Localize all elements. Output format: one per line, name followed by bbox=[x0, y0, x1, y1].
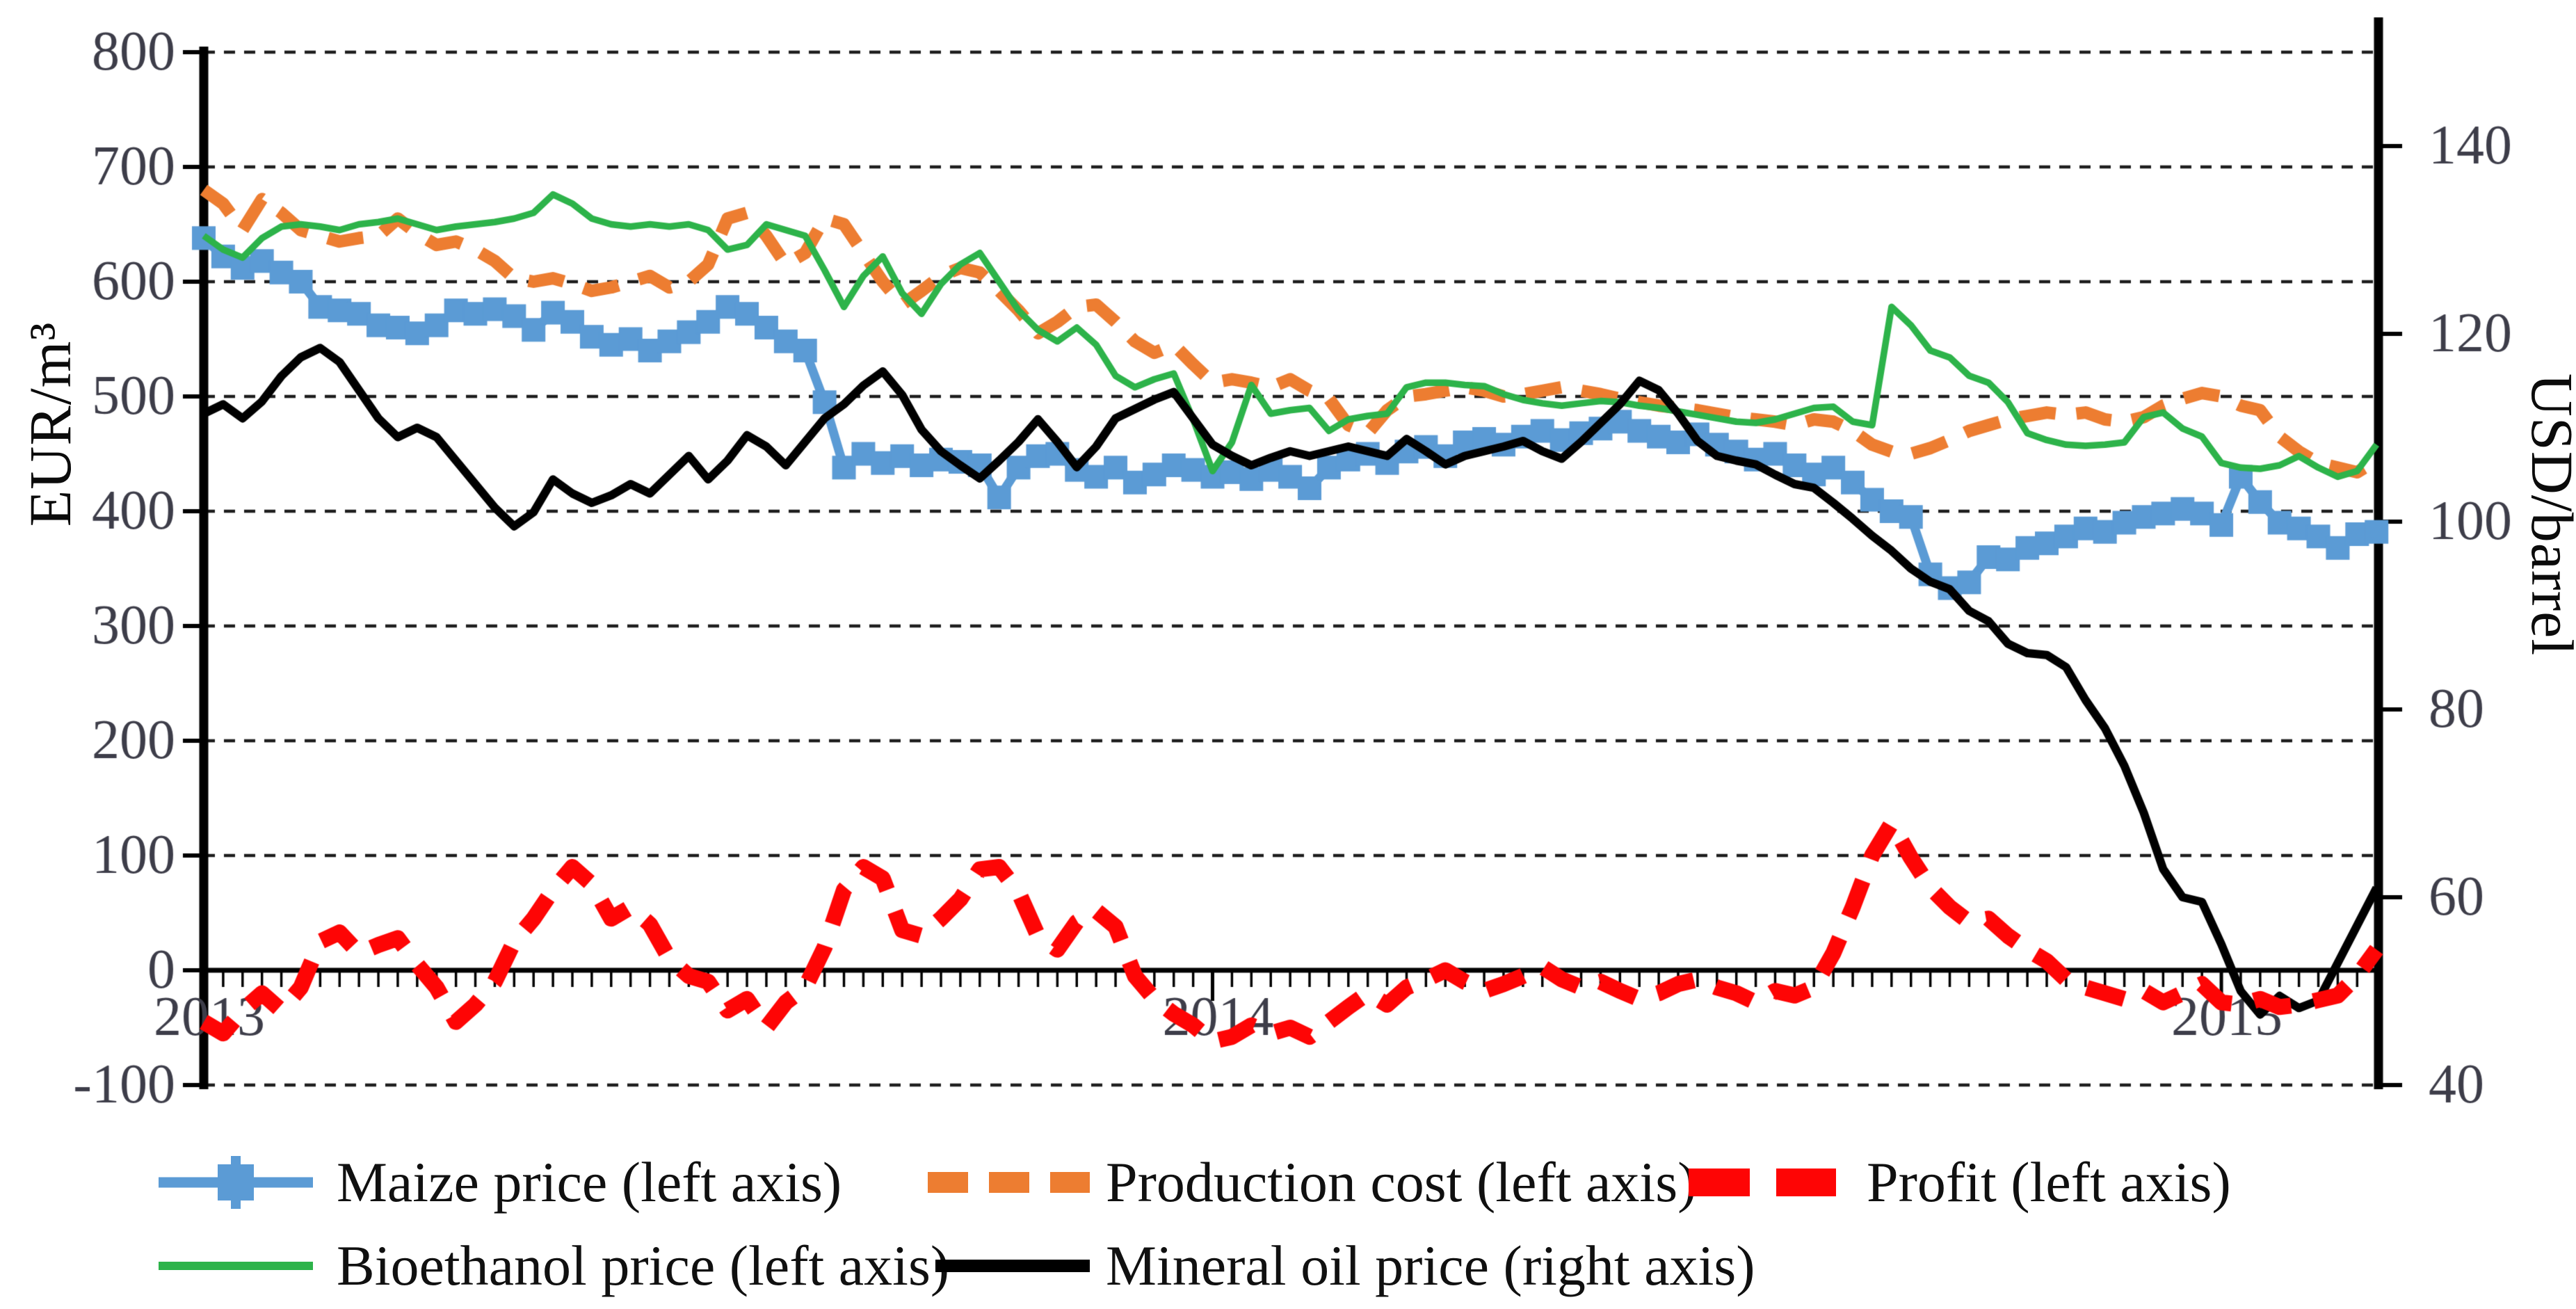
profit-dash-icon bbox=[1689, 1169, 1836, 1196]
legend-item-maize: Maize price (left axis) bbox=[337, 1150, 842, 1214]
legend-item-production-cost: Production cost (left axis) bbox=[1106, 1150, 1696, 1214]
profit-legend-swatch bbox=[1689, 1150, 1836, 1214]
legend-item-mineral-oil: Mineral oil price (right axis) bbox=[1106, 1234, 1755, 1298]
maize-legend-label: Maize price (left axis) bbox=[337, 1150, 842, 1214]
legend-item-bioethanol: Bioethanol price (left axis) bbox=[337, 1234, 949, 1298]
bioethanol-legend-swatch bbox=[159, 1234, 313, 1298]
mineral-oil-line-icon bbox=[935, 1260, 1090, 1272]
left-axis-title: EUR/m³ bbox=[17, 321, 83, 527]
right-axis-title: USD/barrel bbox=[2519, 373, 2576, 657]
production-cost-dash-icon bbox=[928, 1172, 1090, 1193]
production-cost-legend-swatch bbox=[928, 1150, 1090, 1214]
maize-marker-icon bbox=[218, 1164, 254, 1200]
production-cost-legend-label: Production cost (left axis) bbox=[1106, 1150, 1697, 1214]
mineral-oil-legend-swatch bbox=[935, 1234, 1090, 1298]
mineral-oil-legend-label: Mineral oil price (right axis) bbox=[1106, 1234, 1755, 1297]
maize-legend-swatch bbox=[159, 1150, 313, 1214]
profit-legend-label: Profit (left axis) bbox=[1867, 1150, 2231, 1214]
bioethanol-line-icon bbox=[159, 1262, 313, 1270]
legend-item-profit: Profit (left axis) bbox=[1867, 1150, 2231, 1214]
bioethanol-legend-label: Bioethanol price (left axis) bbox=[337, 1234, 950, 1297]
